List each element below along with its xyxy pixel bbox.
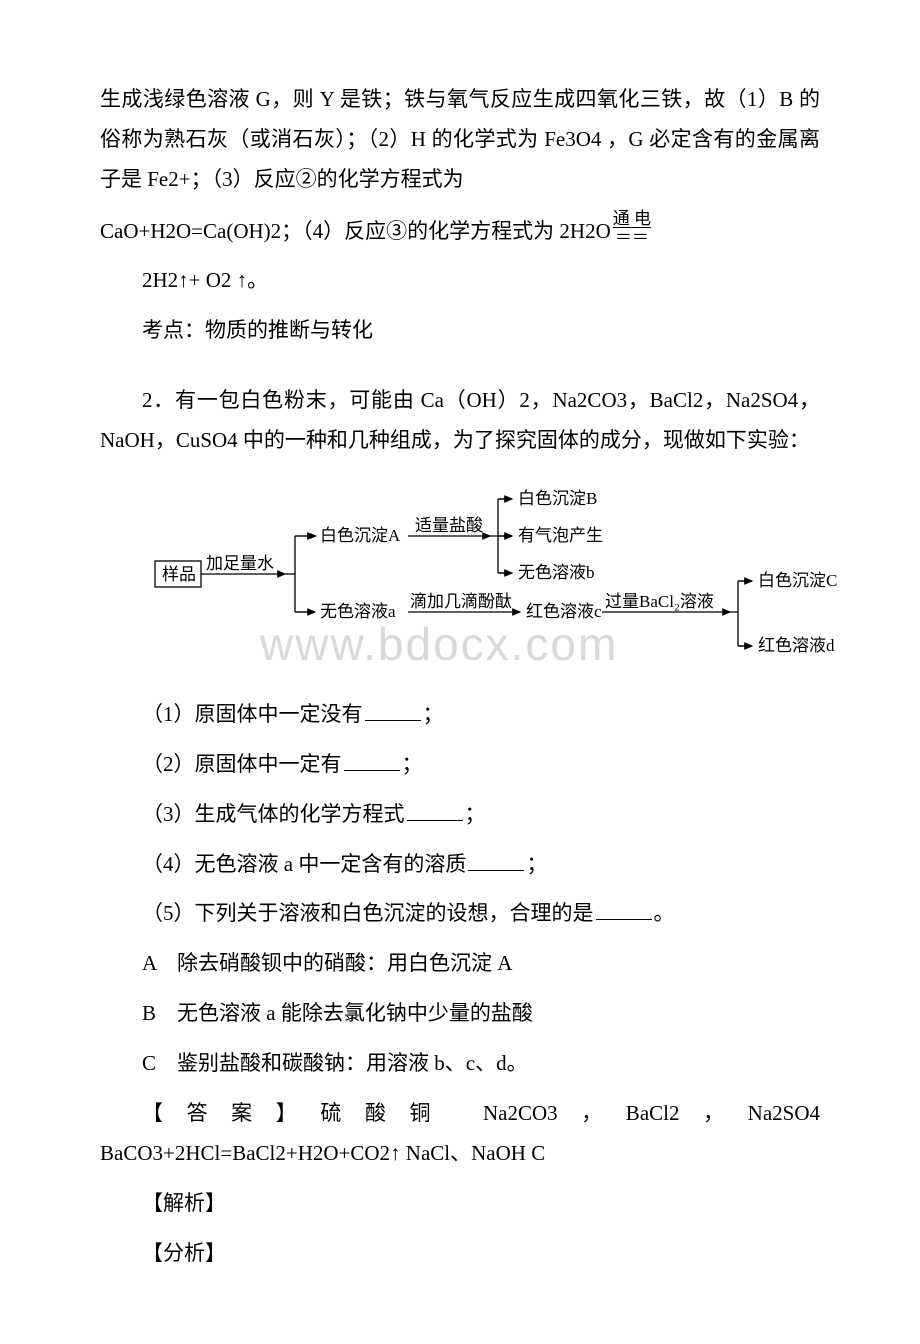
blank <box>596 898 652 920</box>
node-sol-c: 红色溶液c <box>526 602 602 621</box>
node-sol-b: 无色溶液b <box>518 563 595 582</box>
question-4: （4）无色溶液 a 中一定含有的溶质 ； <box>100 845 820 885</box>
flow-diagram: www.bdocx.com 样品 加足量水 白色沉淀A 无色溶液a <box>150 481 820 675</box>
blank <box>407 799 463 821</box>
question-1: （1）原固体中一定没有 ； <box>100 695 820 735</box>
eq-left: CaO+H2O=Ca(OH)2；（4）反应③的化学方程式为 2H2O <box>100 219 611 243</box>
node-bubble: 有气泡产生 <box>518 526 603 545</box>
q4-text: （4）无色溶液 a 中一定含有的溶质 <box>142 852 466 876</box>
node-sample: 样品 <box>162 565 196 584</box>
label-bacl2: 过量BaCl₂溶液 <box>605 592 714 611</box>
label-phph: 滴加几滴酚酞 <box>410 592 512 611</box>
paragraph-2: 2H2↑+ O2 ↑。 <box>100 261 820 301</box>
diagram-svg: 样品 加足量水 白色沉淀A 无色溶液a 适量盐酸 白色沉淀B 有气泡产生 无色溶 <box>150 481 870 661</box>
q3-text: （3）生成气体的化学方程式 <box>142 802 405 826</box>
document-page: 生成浅绿色溶液 G，则 Y 是铁；铁与氧气反应生成四氧化三铁，故（1）B 的俗称… <box>0 0 920 1344</box>
semi: ； <box>423 702 444 726</box>
q5-text: （5）下列关于溶液和白色沉淀的设想，合理的是 <box>142 901 594 925</box>
label-add-water: 加足量水 <box>206 554 274 573</box>
node-precip-b: 白色沉淀B <box>518 489 597 508</box>
question-2: （2）原固体中一定有 ； <box>100 745 820 785</box>
question-5: （5）下列关于溶液和白色沉淀的设想，合理的是 。 <box>100 894 820 934</box>
reaction-condition: 通 电＝＝ <box>613 210 651 246</box>
option-b: B 无色溶液 a 能除去氯化钠中少量的盐酸 <box>100 994 820 1034</box>
question-3: （3）生成气体的化学方程式 ； <box>100 795 820 835</box>
cond-bot: ＝＝ <box>613 227 651 246</box>
label-analysis: 【解析】 <box>100 1184 820 1224</box>
problem-2-stem: 2．有一包白色粉末，可能由 Ca（OH）2，Na2CO3，BaCl2，Na2SO… <box>100 381 820 461</box>
node-precip-a: 白色沉淀A <box>320 526 401 545</box>
node-sol-a: 无色溶液a <box>320 602 396 621</box>
node-sol-d: 红色溶液d <box>758 636 835 655</box>
paragraph-1: 生成浅绿色溶液 G，则 Y 是铁；铁与氧气反应生成四氧化三铁，故（1）B 的俗称… <box>100 80 820 200</box>
q2-text: （2）原固体中一定有 <box>142 752 342 776</box>
blank <box>365 699 421 721</box>
option-a: A 除去硝酸钡中的硝酸：用白色沉淀 A <box>100 944 820 984</box>
cond-top: 通 电 <box>613 210 651 227</box>
blank <box>344 749 400 771</box>
period: 。 <box>654 901 675 925</box>
label-fenxi: 【分析】 <box>100 1234 820 1274</box>
label-hcl: 适量盐酸 <box>415 516 483 535</box>
q1-text: （1）原固体中一定没有 <box>142 702 363 726</box>
node-precip-c: 白色沉淀C <box>758 571 837 590</box>
option-c: C 鉴别盐酸和碳酸钠：用溶液 b、c、d。 <box>100 1044 820 1084</box>
answer: 【答案】硫酸铜 Na2CO3，BaCl2，Na2SO4 BaCO3+2HCl=B… <box>100 1094 820 1174</box>
semi: ； <box>526 852 547 876</box>
paragraph-topic: 考点：物质的推断与转化 <box>100 311 820 351</box>
semi: ； <box>402 752 423 776</box>
equation-line: CaO+H2O=Ca(OH)2；（4）反应③的化学方程式为 2H2O通 电＝＝ <box>100 210 820 252</box>
semi: ； <box>465 802 486 826</box>
blank <box>468 849 524 871</box>
